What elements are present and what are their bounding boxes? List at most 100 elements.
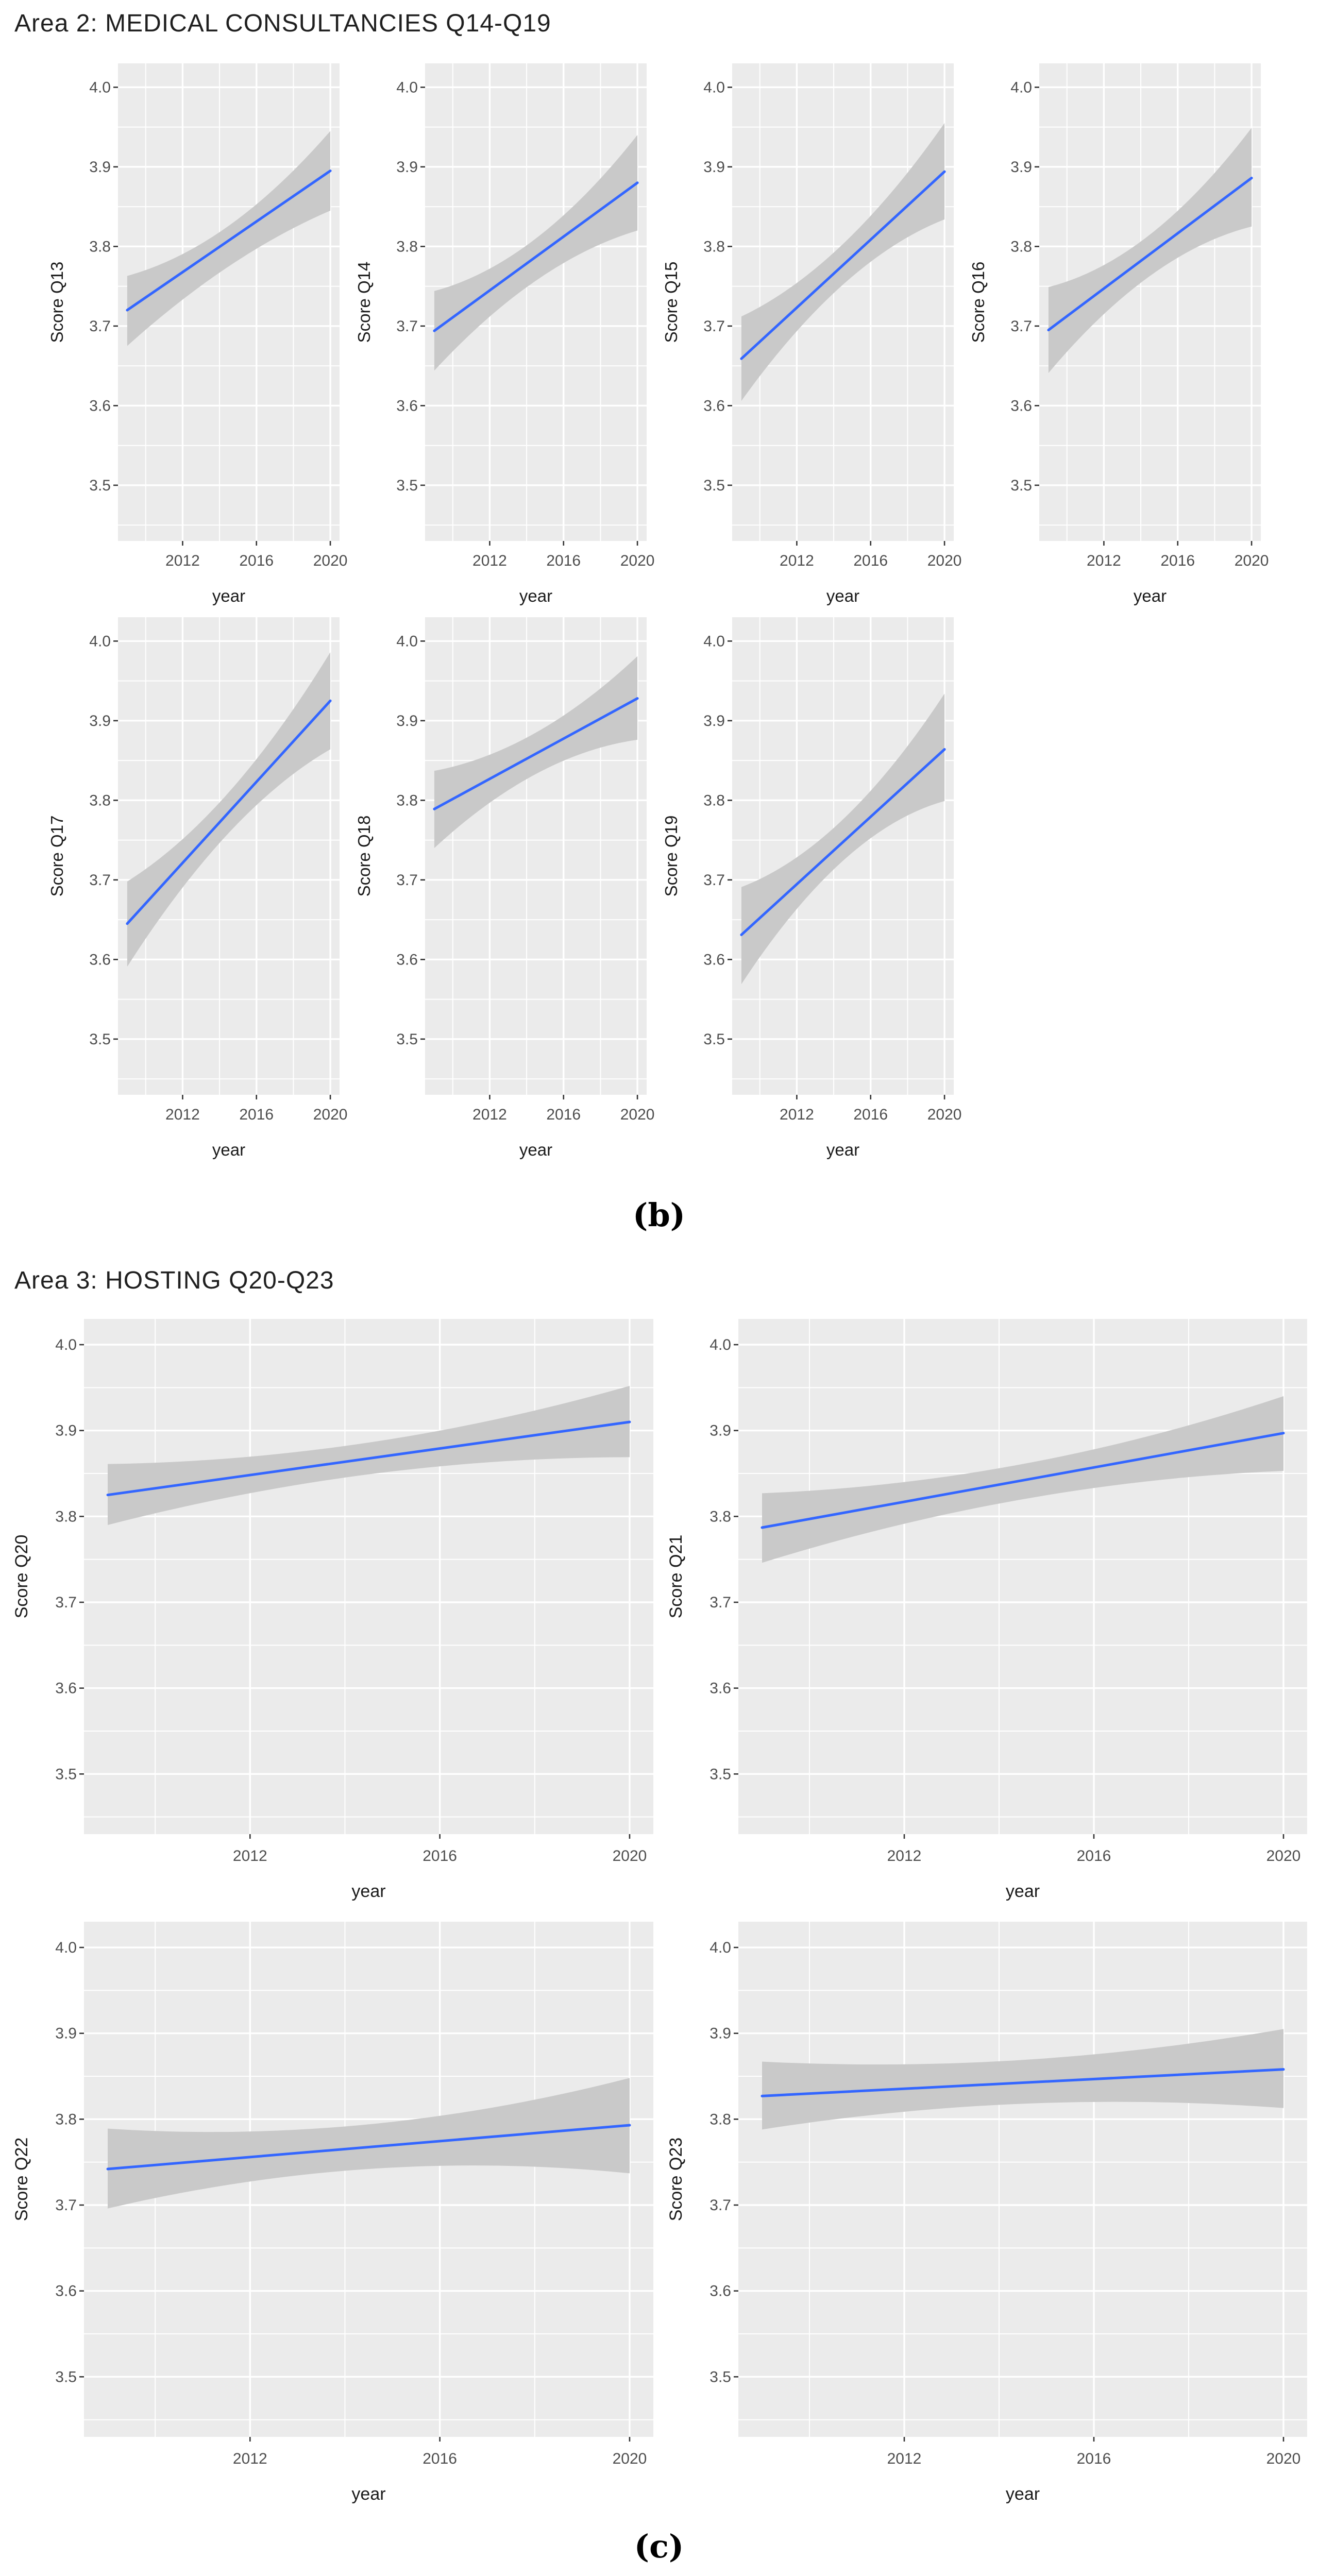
- x-tick-label: 2020: [1266, 2450, 1301, 2467]
- x-tick-label: 2020: [313, 1106, 348, 1123]
- y-tick-label: 3.5: [89, 1031, 111, 1048]
- y-tick-label: 3.6: [89, 397, 111, 414]
- y-tick-label: 3.9: [703, 713, 725, 730]
- y-tick-label: 3.8: [89, 238, 111, 255]
- section-b-title: Area 2: MEDICAL CONSULTANCIES Q14-Q19: [14, 10, 551, 37]
- facet-score-q19: 3.5 3.6 3.7 3.8 3.9 4.0 2012 2016 2020 Score Q19 y…: [662, 617, 962, 1159]
- y-axis-title: Score Q21: [666, 1535, 686, 1619]
- y-tick-label: 3.8: [1010, 238, 1032, 255]
- regression-line: [1047, 176, 1253, 332]
- confidence-band: [127, 131, 331, 346]
- regression-line: [433, 181, 639, 332]
- x-tick-label: 2012: [780, 552, 814, 569]
- panel-background: [118, 617, 340, 1095]
- confidence-band: [762, 2029, 1283, 2130]
- x-tick-label: 2012: [165, 552, 200, 569]
- y-tick-label: 3.5: [709, 1766, 731, 1783]
- x-axis-title: year: [1006, 2484, 1040, 2504]
- x-axis-title: year: [351, 1882, 385, 1901]
- confidence-band: [1048, 128, 1252, 374]
- y-tick-label: 3.6: [396, 951, 418, 968]
- y-tick-label: 3.9: [89, 159, 111, 176]
- facet-score-q20: 3.5 3.6 3.7 3.8 3.9 4.0 2012 2016 2020 Score Q20 y…: [12, 1319, 653, 1901]
- y-tick-label: 3.9: [1010, 159, 1032, 176]
- y-tick-label: 3.7: [396, 318, 418, 335]
- regression-line: [106, 2124, 631, 2171]
- y-tick-label: 3.7: [709, 2197, 731, 2214]
- facet-score-q22: 3.5 3.6 3.7 3.8 3.9 4.0 2012 2016 2020 Score Q22 y…: [12, 1922, 653, 2504]
- x-tick-label: 2012: [1087, 552, 1121, 569]
- y-axis-title: Score Q19: [662, 816, 681, 897]
- x-tick-label: 2016: [423, 1848, 457, 1865]
- x-tick-label: 2020: [613, 1848, 647, 1865]
- x-tick-label: 2012: [165, 1106, 200, 1123]
- x-tick-label: 2016: [1077, 2450, 1111, 2467]
- y-tick-label: 3.7: [55, 1594, 77, 1611]
- x-tick-label: 2012: [233, 1848, 267, 1865]
- x-tick-label: 2016: [546, 1106, 581, 1123]
- y-tick-label: 3.8: [709, 2111, 731, 2128]
- y-axis-title: Score Q17: [47, 816, 66, 897]
- y-tick-label: 4.0: [55, 1939, 77, 1956]
- x-tick-label: 2016: [853, 1106, 888, 1123]
- x-tick-label: 2012: [887, 1848, 922, 1865]
- x-axis-title: year: [212, 1140, 245, 1159]
- x-tick-label: 2012: [472, 552, 507, 569]
- y-tick-label: 3.9: [709, 2025, 731, 2042]
- x-tick-label: 2012: [780, 1106, 814, 1123]
- x-tick-label: 2012: [472, 1106, 507, 1123]
- panel-background: [84, 1319, 653, 1834]
- x-axis-title: year: [1006, 1882, 1040, 1901]
- confidence-band: [108, 2078, 630, 2209]
- x-tick-label: 2020: [620, 552, 655, 569]
- y-tick-label: 3.6: [1010, 397, 1032, 414]
- section-b-caption: (b): [632, 1196, 686, 1234]
- regression-line: [740, 748, 946, 936]
- y-tick-label: 3.5: [709, 2368, 731, 2385]
- y-tick-label: 4.0: [396, 633, 418, 650]
- y-tick-label: 3.7: [703, 318, 725, 335]
- y-tick-label: 3.6: [89, 951, 111, 968]
- y-tick-label: 4.0: [709, 1336, 731, 1353]
- facet-score-q14: 3.5 3.6 3.7 3.8 3.9 4.0 2012 2016 2020 Score Q14 y…: [354, 63, 655, 605]
- section-c-caption: (c): [634, 2528, 684, 2565]
- facet-score-q23: 3.5 3.6 3.7 3.8 3.9 4.0 2012 2016 2020 Score Q23 y…: [666, 1922, 1307, 2504]
- y-axis-title: Score Q14: [354, 262, 374, 343]
- y-tick-label: 3.9: [396, 713, 418, 730]
- x-tick-label: 2020: [620, 1106, 655, 1123]
- confidence-band: [741, 693, 945, 985]
- y-tick-label: 4.0: [55, 1336, 77, 1353]
- x-tick-label: 2020: [1266, 1848, 1301, 1865]
- y-axis-title: Score Q22: [12, 2138, 31, 2222]
- regression-line: [126, 170, 332, 312]
- confidence-band: [108, 1386, 630, 1525]
- y-tick-label: 3.7: [89, 872, 111, 889]
- y-tick-label: 3.6: [396, 397, 418, 414]
- y-tick-label: 3.6: [55, 2283, 77, 2300]
- x-tick-label: 2020: [927, 1106, 962, 1123]
- regression-line: [433, 697, 639, 810]
- y-tick-label: 3.8: [55, 1508, 77, 1525]
- x-axis-title: year: [351, 2484, 385, 2504]
- y-tick-label: 3.8: [703, 792, 725, 809]
- y-tick-label: 3.8: [709, 1508, 731, 1525]
- confidence-band: [434, 135, 638, 371]
- y-tick-label: 3.6: [703, 951, 725, 968]
- y-axis-title: Score Q16: [969, 262, 988, 343]
- panel-background: [738, 1922, 1307, 2437]
- section-c-title: Area 3: HOSTING Q20-Q23: [14, 1267, 334, 1294]
- y-tick-label: 4.0: [1010, 79, 1032, 96]
- y-tick-label: 3.7: [396, 872, 418, 889]
- y-tick-label: 3.8: [703, 238, 725, 255]
- x-tick-label: 2016: [853, 552, 888, 569]
- y-tick-label: 3.9: [55, 2025, 77, 2042]
- y-tick-label: 3.6: [703, 397, 725, 414]
- confidence-band: [434, 656, 638, 849]
- y-tick-label: 3.5: [703, 1031, 725, 1048]
- facet-score-q16: 3.5 3.6 3.7 3.8 3.9 4.0 2012 2016 2020 Score Q16 y…: [969, 63, 1269, 605]
- x-tick-label: 2020: [1235, 552, 1269, 569]
- x-axis-title: year: [826, 586, 859, 605]
- confidence-band: [127, 652, 331, 967]
- x-tick-label: 2016: [423, 2450, 457, 2467]
